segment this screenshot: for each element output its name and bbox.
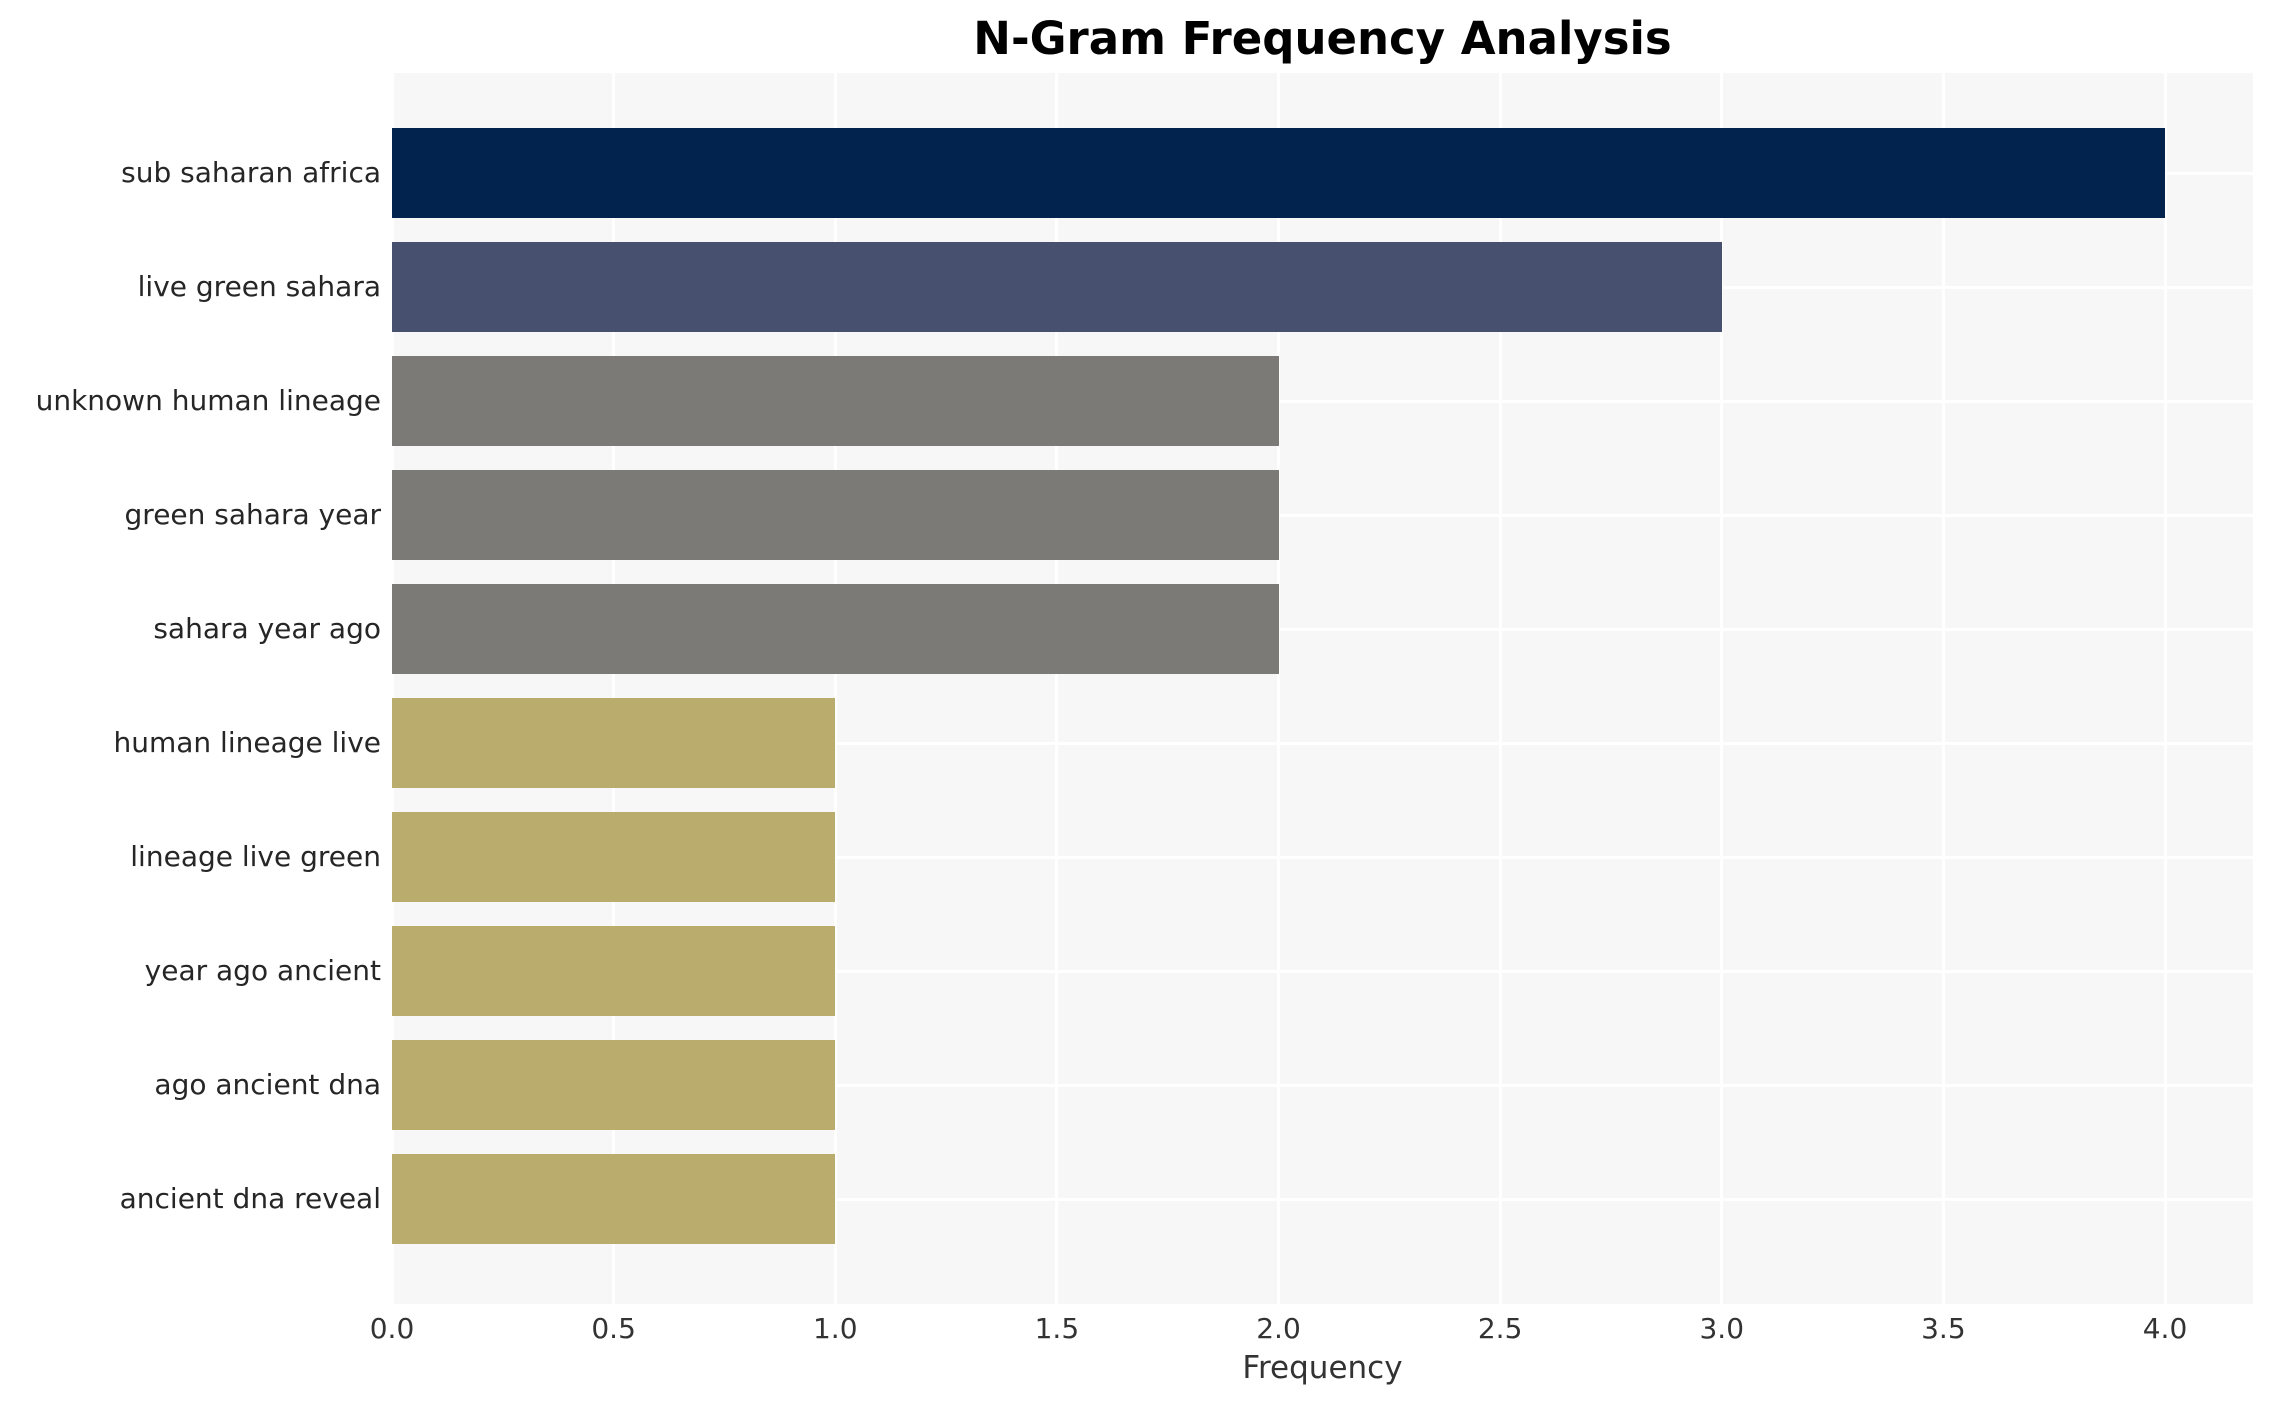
y-axis-label: ancient dna reveal: [119, 1182, 381, 1215]
gridline-vertical: [612, 73, 616, 1304]
y-axis-label: year ago ancient: [144, 954, 381, 987]
gridline-vertical: [1720, 73, 1724, 1304]
gridline-vertical: [833, 73, 837, 1304]
y-axis-label: unknown human lineage: [35, 384, 381, 417]
x-axis-tick-label: 3.5: [1921, 1312, 1966, 1345]
gridline-horizontal: [392, 399, 2253, 403]
bar: [392, 128, 2165, 218]
gridline-vertical: [1498, 73, 1502, 1304]
x-axis-tick-label: 0.0: [369, 1312, 415, 1345]
bar: [392, 584, 1279, 674]
gridline-vertical: [1941, 73, 1945, 1304]
gridline-vertical: [1277, 73, 1280, 1304]
y-axis-label: human lineage live: [113, 726, 381, 759]
chart-title: N-Gram Frequency Analysis: [973, 12, 1672, 65]
y-axis-label: ago ancient dna: [154, 1068, 381, 1101]
bar: [392, 812, 836, 902]
y-axis-label: lineage live green: [130, 840, 381, 873]
gridline-horizontal: [392, 1197, 2253, 1201]
bar: [392, 470, 1279, 560]
y-axis-label: live green sahara: [137, 270, 381, 303]
gridline-horizontal: [392, 1083, 2253, 1087]
gridline-vertical: [390, 73, 394, 1304]
bar: [392, 1154, 836, 1244]
y-axis-label: green sahara year: [124, 498, 381, 531]
bar: [392, 1040, 836, 1130]
x-axis-tick-label: 2.0: [1256, 1312, 1301, 1345]
bar: [392, 242, 1722, 332]
y-axis-labels: sub saharan africa live green sahara unkno…: [0, 73, 381, 1304]
x-axis-tick-label: 0.5: [591, 1312, 636, 1345]
gridline-horizontal: [392, 741, 2253, 745]
x-axis-tick-label: 1.0: [812, 1312, 858, 1345]
x-axis-title: Frequency: [1242, 1350, 1403, 1386]
plot-area: [390, 73, 2253, 1304]
x-axis-tick-label: 2.5: [1477, 1312, 1523, 1345]
gridline-horizontal: [392, 855, 2253, 859]
bar: [392, 698, 836, 788]
gridline-vertical: [1055, 73, 1059, 1304]
gridline-vertical: [2163, 73, 2167, 1304]
x-axis-tick-label: 1.5: [1034, 1312, 1080, 1345]
y-axis-label: sub saharan africa: [121, 156, 381, 189]
gridline-horizontal: [392, 627, 2253, 631]
x-axis-tick-label: 4.0: [2142, 1312, 2188, 1345]
x-axis-ticks: 0.0 0.5 1.0 1.5 2.0 2.5 3.0 3.5 4.0: [370, 1311, 2253, 1347]
gridline-horizontal: [392, 969, 2253, 973]
bar: [392, 356, 1279, 446]
bar: [392, 926, 836, 1016]
y-axis-label: sahara year ago: [153, 612, 381, 645]
x-axis-tick-label: 3.0: [1699, 1312, 1745, 1345]
gridline-horizontal: [392, 513, 2253, 517]
